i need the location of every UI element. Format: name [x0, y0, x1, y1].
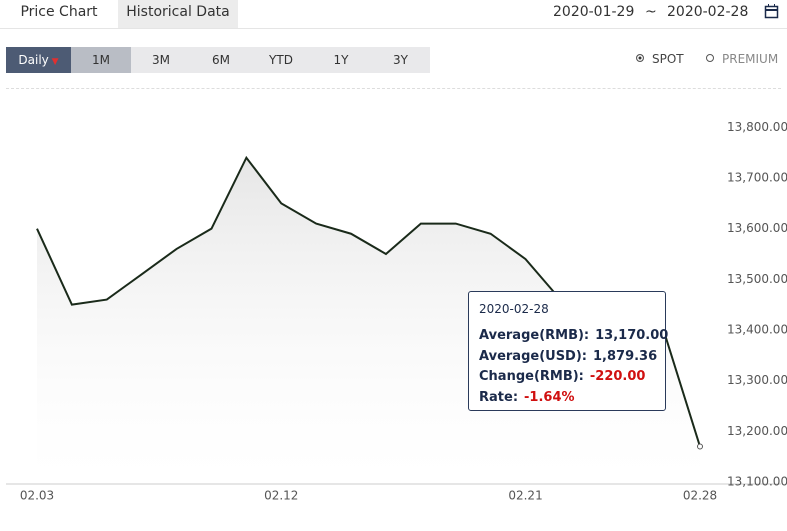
- period-button[interactable]: 1Y: [311, 47, 371, 73]
- tooltip-value: 1,879.36: [593, 348, 658, 364]
- tooltip-value: -220.00: [589, 369, 646, 384]
- radio-spot[interactable]: SPOT: [636, 52, 684, 66]
- x-tick-label: 02.12: [264, 489, 298, 503]
- x-tick-label: 02.28: [683, 489, 717, 503]
- period-button[interactable]: 3M: [131, 47, 191, 73]
- calendar-icon[interactable]: [764, 4, 779, 19]
- y-tick-label: 13,700.00: [727, 171, 787, 185]
- tooltip-date: 2020-02-28: [479, 302, 549, 316]
- y-tick-label: 13,100.00: [727, 475, 787, 489]
- tooltip-label: Rate:: [479, 389, 519, 405]
- period-button[interactable]: 6M: [191, 47, 251, 73]
- start-date[interactable]: 2020-01-29: [553, 4, 635, 20]
- x-tick-label: 02.21: [508, 489, 542, 503]
- tooltip: 2020-02-28 Average(RMB): 13,170.00 Average…: [468, 291, 668, 411]
- y-tick-label: 13,600.00: [727, 221, 787, 235]
- tab[interactable]: Price Chart: [0, 0, 118, 28]
- hover-point: [697, 443, 703, 450]
- tooltip-row: Change(RMB): -220.00: [479, 367, 655, 388]
- y-tick-label: 13,300.00: [727, 373, 787, 387]
- y-tick-label: 13,400.00: [727, 323, 787, 337]
- radio-premium[interactable]: PREMIUM: [706, 52, 778, 66]
- y-tick-label: 13,800.00: [727, 120, 787, 134]
- date-separator: ~: [645, 4, 657, 20]
- end-date[interactable]: 2020-02-28: [667, 4, 749, 20]
- tooltip-label: Change(RMB):: [479, 369, 584, 384]
- tooltip-row: Average(RMB): 13,170.00: [479, 326, 668, 347]
- dashed-divider: [6, 88, 781, 89]
- tab[interactable]: Historical Data: [118, 0, 238, 28]
- period-button[interactable]: YTD: [251, 47, 311, 73]
- tooltip-value: 13,170.00: [595, 328, 669, 343]
- period-selector: Daily ▼ 1M 3M 6M YTD 1Y 3Y: [6, 47, 430, 73]
- period-button[interactable]: 3Y: [371, 47, 430, 73]
- tooltip-value: -1.64%: [524, 389, 575, 405]
- tooltip-row: Rate: -1.64%: [479, 388, 655, 409]
- period-button[interactable]: Daily ▼: [6, 47, 71, 73]
- period-button[interactable]: 1M: [71, 47, 131, 73]
- y-tick-label: 13,500.00: [727, 272, 787, 286]
- tooltip-row: Average(USD): 1,879.36: [479, 347, 658, 368]
- tooltip-label: Average(USD):: [479, 348, 587, 364]
- divider: [0, 28, 787, 29]
- y-tick-label: 13,200.00: [727, 424, 787, 438]
- x-tick-label: 02.03: [20, 489, 54, 503]
- tooltip-label: Average(RMB):: [479, 328, 590, 343]
